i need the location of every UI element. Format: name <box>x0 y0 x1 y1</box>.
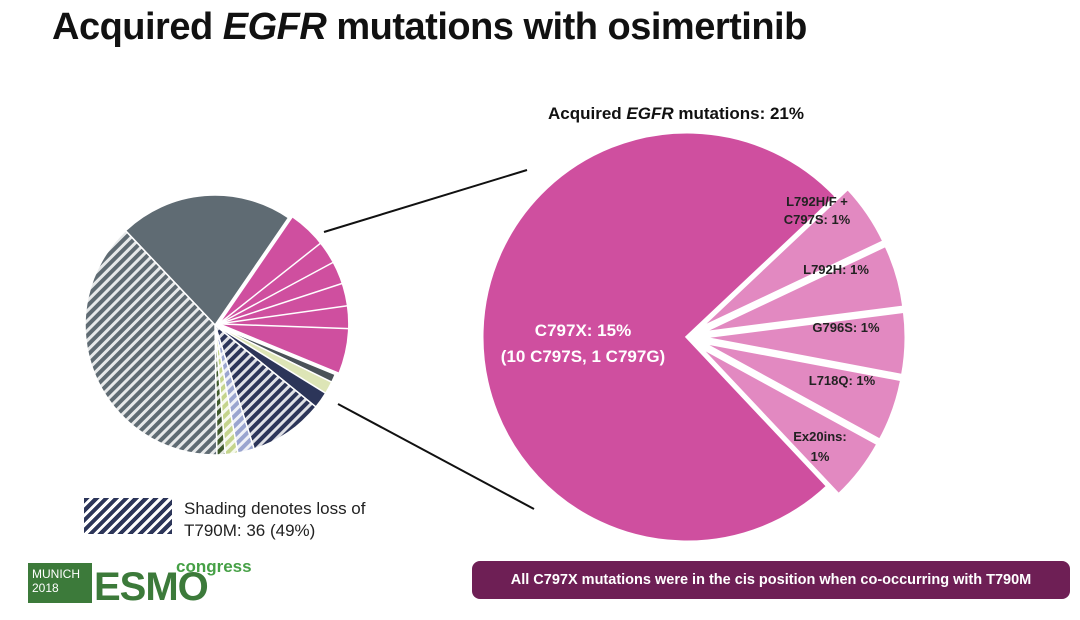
detail-slice-c797x <box>480 130 839 544</box>
legend-text: Shading denotes loss of T790M: 36 (49%) <box>184 498 365 542</box>
overview-hatch-navy-hatched <box>215 325 316 449</box>
detail-slice-l718q <box>699 340 904 443</box>
title-pre: Acquired <box>52 6 223 48</box>
detail-label-g796s: G796S: 1% <box>812 320 880 335</box>
overview-divider <box>218 261 334 325</box>
legend-hatch-swatch <box>84 498 172 534</box>
overview-hatch-light-green-hatched <box>215 325 238 455</box>
overview-hatch-light-blue-hatched <box>215 325 255 453</box>
logo-city: MUNICH <box>32 567 80 581</box>
overview-slice-acquired-egfr-mutations <box>217 215 350 375</box>
connector-line-bottom <box>337 403 535 510</box>
detail-pie: C797X: 15% (10 C797S, 1 C797G) L792H/F + C7… <box>480 130 908 544</box>
detail-slice-l792h-f-c797s <box>697 186 886 331</box>
title-gene: EGFR <box>222 6 327 48</box>
overview-divider <box>218 304 348 325</box>
overview-pie <box>84 194 350 456</box>
connector-line-top <box>323 169 528 233</box>
detail-label-l792h-f-c797s-line2: C797S: 1% <box>784 212 851 227</box>
overview-divider <box>218 282 343 325</box>
logo-wordmark: ESMO <box>94 565 209 609</box>
detail-pie-title: Acquired EGFR mutations: 21% <box>548 104 804 124</box>
overview-slice-grey <box>124 194 290 327</box>
page-title: Acquired EGFR mutations with osimertinib <box>52 6 807 49</box>
detail-title-pre: Acquired <box>548 104 627 123</box>
legend-line-2: T790M: 36 (49%) <box>184 521 316 540</box>
detail-title-gene: EGFR <box>626 104 674 123</box>
logo-city-badge: MUNICH 2018 <box>28 563 92 603</box>
detail-label-ex20ins-line2: 1% <box>811 449 830 464</box>
detail-slice-g796s <box>700 309 908 378</box>
detail-label-c797x: C797X: 15% <box>535 321 631 340</box>
detail-slice-ex20ins <box>696 344 880 497</box>
shading-legend: Shading denotes loss of T790M: 36 (49%) <box>84 498 365 542</box>
detail-label-l792h-f-c797s: L792H/F + <box>786 194 848 209</box>
title-post: mutations with osimertinib <box>326 6 807 48</box>
logo-year: 2018 <box>32 581 59 595</box>
detail-title-post: mutations: 21% <box>673 104 804 123</box>
legend-line-1: Shading denotes loss of <box>184 499 366 518</box>
detail-label-c797x-breakdown: (10 C797S, 1 C797G) <box>501 347 665 366</box>
detail-label-l718q: L718Q: 1% <box>809 373 876 388</box>
detail-label-l792h: L792H: 1% <box>803 262 869 277</box>
overview-hatch-dark-green-hatched <box>215 325 226 455</box>
detail-label-ex20ins: Ex20ins: <box>793 429 846 444</box>
overview-divider <box>218 323 349 330</box>
detail-slice-l792h <box>699 243 906 335</box>
logo-tagline: congress <box>176 557 252 576</box>
overview-divider <box>218 242 322 325</box>
footnote-banner: All C797X mutations were in the cis posi… <box>472 561 1070 599</box>
overview-hatch-grey-hatched <box>84 230 217 455</box>
